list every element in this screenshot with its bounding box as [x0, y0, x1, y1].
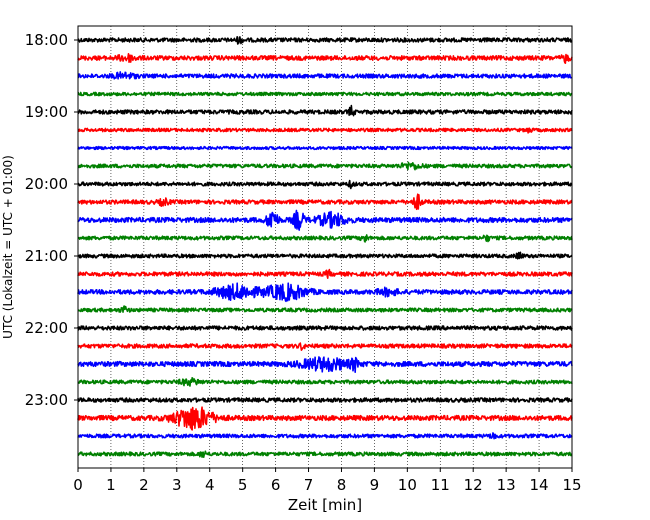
x-tick-label: 2 [139, 476, 149, 494]
x-tick-label: 0 [73, 476, 83, 494]
seismic-trace [77, 397, 573, 403]
seismic-trace [77, 251, 573, 260]
trace-group [77, 35, 573, 459]
x-tick-label: 4 [205, 476, 215, 494]
x-axis-label: Zeit [min] [288, 496, 362, 514]
seismic-trace [77, 71, 573, 80]
seismic-trace [77, 282, 573, 303]
seismic-trace [77, 209, 573, 231]
plot-frame [77, 25, 573, 469]
seismic-trace [77, 52, 573, 64]
x-tick-label: 8 [337, 476, 347, 494]
seismic-trace [77, 406, 573, 431]
seismic-trace [77, 127, 573, 134]
x-tick-label: 9 [370, 476, 380, 494]
x-tick-label: 7 [304, 476, 314, 494]
x-tick-label: 10 [398, 476, 417, 494]
y-tick-label: 22:00 [25, 319, 68, 337]
x-tick-label: 1 [106, 476, 116, 494]
seismic-trace [77, 145, 573, 151]
seismic-trace [77, 161, 573, 171]
seismic-trace [77, 305, 573, 313]
seismic-trace [77, 193, 573, 211]
y-axis-ticks: 18:00 19:00 20:00 21:00 22:00 23:00 [25, 31, 78, 409]
seismic-trace [77, 179, 573, 190]
seismic-trace [77, 356, 573, 374]
seismic-trace [77, 376, 573, 387]
x-tick-label: 13 [497, 476, 516, 494]
x-tick-label: 3 [172, 476, 182, 494]
x-tick-label: 15 [562, 476, 581, 494]
seismic-trace [77, 91, 573, 97]
seismic-trace [77, 35, 573, 45]
x-tick-label: 5 [238, 476, 248, 494]
seismic-trace [77, 104, 573, 117]
seismic-trace [77, 325, 573, 331]
x-tick-label: 14 [530, 476, 549, 494]
y-tick-label: 23:00 [25, 391, 68, 409]
y-tick-label: 19:00 [25, 103, 68, 121]
x-tick-label: 6 [271, 476, 281, 494]
y-tick-label: 20:00 [25, 175, 68, 193]
x-tick-label: 11 [431, 476, 450, 494]
seismic-trace [77, 450, 573, 459]
y-tick-label: 18:00 [25, 31, 68, 49]
x-tick-label: 12 [464, 476, 483, 494]
seismic-trace [77, 234, 573, 243]
y-axis-label: UTC (Lokalzeit = UTC + 01:00) [1, 155, 15, 339]
seismic-trace [77, 268, 573, 279]
seismic-trace [77, 342, 573, 351]
y-tick-label: 21:00 [25, 247, 68, 265]
x-axis-ticks: 0 1 2 3 4 5 6 7 8 9 10 11 12 13 14 15 [73, 468, 582, 494]
seismic-trace [77, 432, 573, 440]
